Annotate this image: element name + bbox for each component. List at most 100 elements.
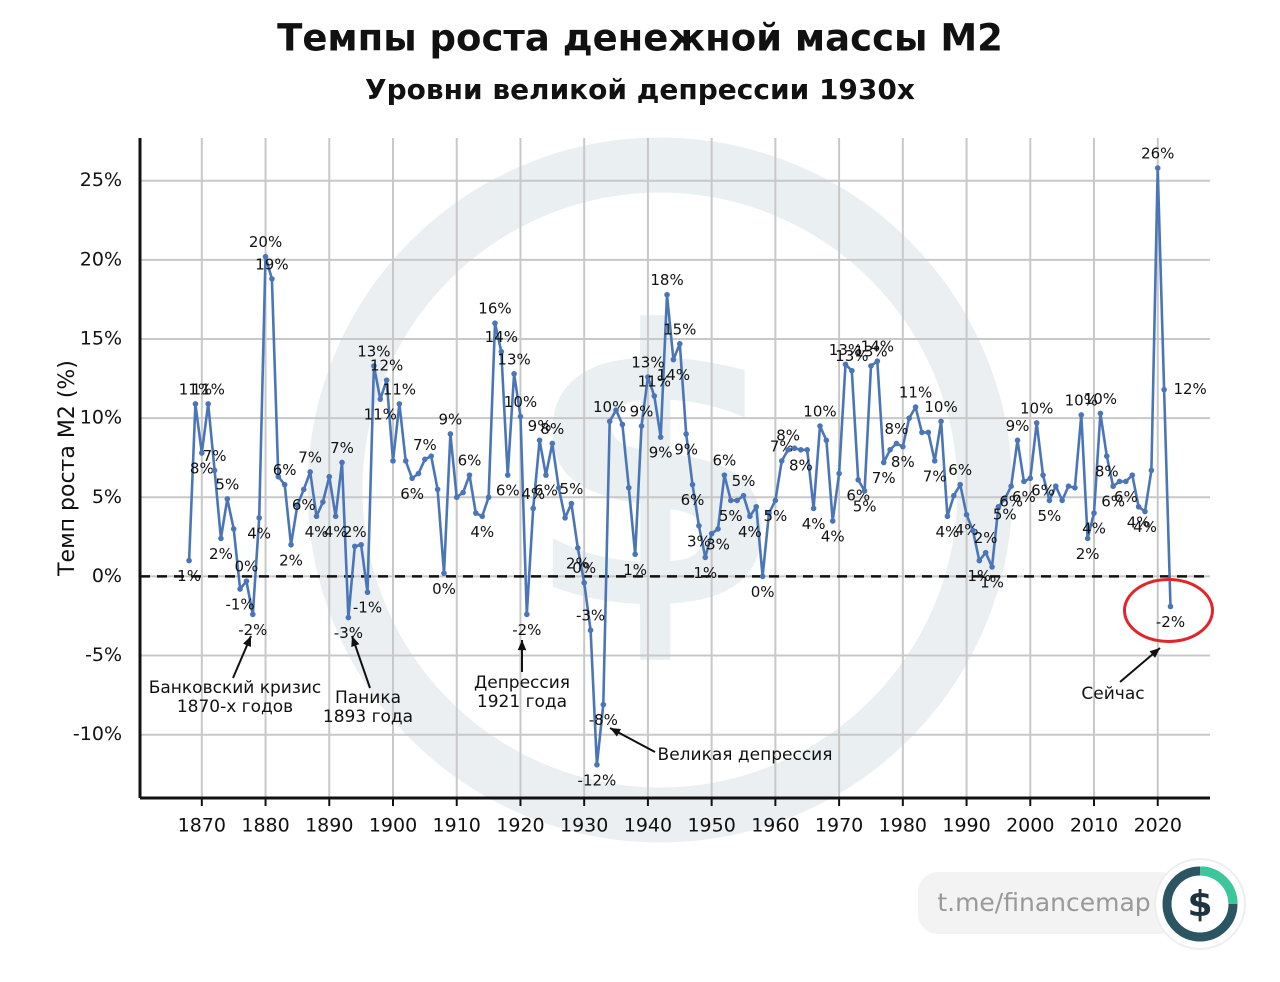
point	[982, 549, 989, 556]
value-label: 6%	[1101, 493, 1125, 511]
point	[1148, 467, 1155, 474]
value-label: 4%	[738, 523, 762, 541]
x-tick-label: 1870	[178, 815, 226, 837]
point	[702, 554, 709, 561]
value-label: 5%	[1038, 507, 1062, 525]
point	[1072, 484, 1078, 491]
value-label: -1%	[353, 599, 382, 617]
point	[1167, 603, 1174, 610]
value-label: -3%	[576, 607, 605, 625]
point	[874, 358, 881, 364]
point	[1103, 453, 1110, 459]
point	[1027, 475, 1034, 482]
y-axis-label: Темп роста М2 (%)	[55, 360, 80, 577]
point	[657, 434, 664, 440]
point	[441, 570, 447, 577]
value-label: 1%	[967, 567, 991, 585]
point	[931, 458, 938, 464]
point	[300, 486, 307, 493]
point	[696, 522, 702, 529]
point	[1091, 510, 1097, 516]
point	[402, 458, 409, 464]
value-label: 5%	[732, 472, 756, 490]
x-tick-label: 1940	[624, 815, 672, 837]
value-label: 5%	[993, 505, 1017, 523]
x-tick-label: 1890	[305, 815, 353, 837]
value-label: 5%	[719, 507, 743, 525]
annotation-line: 1893 года	[323, 707, 413, 727]
point	[785, 446, 791, 453]
x-tick-label: 1920	[496, 815, 544, 837]
annotation: Паника 1893 года	[323, 688, 413, 727]
value-label: 1%	[693, 564, 717, 582]
point	[339, 459, 345, 466]
annotation: Сейчас	[1081, 684, 1144, 704]
y-tick-label: 15%	[80, 328, 122, 350]
chart-subtitle: Уровни великой депрессии 1930х	[365, 73, 915, 106]
point	[192, 401, 199, 407]
chart-title: Темпы роста денежной массы М2	[277, 17, 1003, 60]
point	[1123, 478, 1129, 485]
point	[237, 586, 243, 592]
value-label: 10%	[593, 398, 626, 416]
value-label: -1%	[225, 596, 254, 614]
value-label: 4%	[955, 521, 979, 539]
watermark-logo: $	[307, 137, 1013, 843]
point	[855, 477, 862, 483]
value-label: 13%	[357, 342, 390, 360]
value-label: 4%	[821, 528, 845, 546]
point	[294, 502, 301, 508]
value-label: 7%	[298, 448, 322, 466]
point	[313, 513, 320, 520]
value-label: 13%	[497, 350, 530, 368]
value-label: 4%	[305, 523, 329, 541]
value-label: 12%	[370, 357, 403, 375]
value-label: 2%	[209, 545, 233, 563]
value-label: 8%	[789, 456, 813, 474]
value-label: 6%	[1114, 488, 1138, 506]
value-label: 8%	[885, 420, 909, 438]
y-tick-label: 20%	[80, 248, 122, 270]
point	[613, 407, 619, 414]
annotation: Великая депрессия	[658, 745, 833, 765]
point	[575, 545, 581, 551]
value-label: 7%	[923, 467, 947, 485]
point	[925, 429, 932, 436]
point	[944, 513, 951, 520]
x-tick-label: 2000	[1006, 815, 1054, 837]
value-label: 4%	[324, 523, 348, 541]
value-label: 0%	[432, 580, 456, 598]
value-label: 10%	[803, 403, 836, 421]
annotation: Банковский кризис 1870-х годов	[149, 678, 322, 717]
point	[791, 445, 798, 452]
point	[1001, 496, 1008, 502]
value-label: 6%	[400, 485, 424, 503]
point	[638, 423, 645, 429]
arrow-head	[610, 728, 621, 737]
point	[625, 484, 632, 491]
point	[466, 472, 473, 478]
value-label: 6%	[458, 452, 482, 470]
point	[817, 423, 823, 429]
value-label: 1%	[980, 573, 1004, 591]
point	[351, 543, 358, 550]
value-label: 11%	[364, 406, 397, 424]
point	[893, 440, 900, 447]
x-tick-label: 1880	[241, 815, 289, 837]
y-tick-label: -5%	[85, 644, 122, 666]
point	[492, 320, 498, 326]
point	[747, 513, 753, 520]
point	[428, 453, 435, 459]
y-tick-label: 25%	[80, 169, 122, 191]
value-label: 4%	[521, 485, 545, 503]
value-label: 8%	[190, 459, 214, 477]
value-label: 26%	[1141, 145, 1174, 163]
point	[243, 578, 250, 584]
point	[995, 503, 1002, 510]
value-label: 14%	[485, 328, 518, 346]
point	[377, 396, 384, 402]
value-label: 6%	[999, 493, 1023, 511]
value-label: 3%	[687, 532, 711, 550]
point	[804, 446, 811, 453]
value-label: 4%	[1133, 518, 1157, 536]
